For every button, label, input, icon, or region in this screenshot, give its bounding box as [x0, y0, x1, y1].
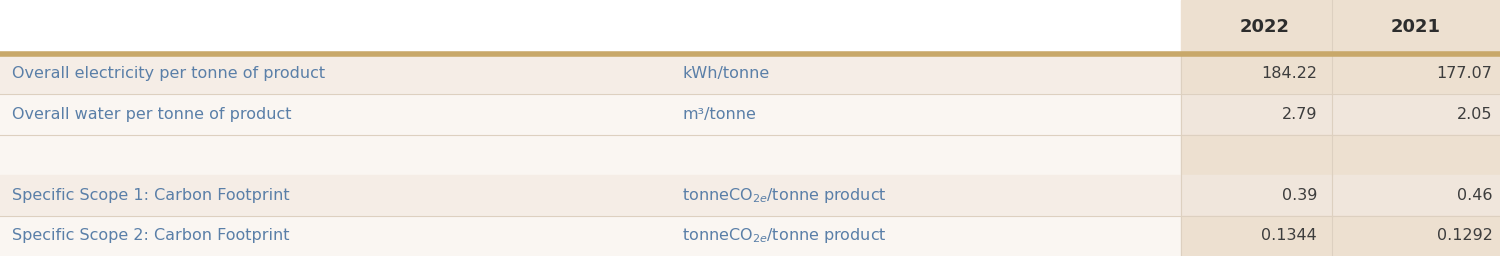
Text: 0.39: 0.39 [1281, 188, 1317, 203]
Text: 0.1344: 0.1344 [1262, 228, 1317, 243]
Text: Specific Scope 2: Carbon Footprint: Specific Scope 2: Carbon Footprint [12, 228, 290, 243]
Text: 2022: 2022 [1239, 18, 1290, 36]
Text: 0.1292: 0.1292 [1437, 228, 1492, 243]
Text: tonneCO$_{2e}$/tonne product: tonneCO$_{2e}$/tonne product [682, 226, 886, 245]
Bar [1180, 0, 1500, 54]
Text: 2.05: 2.05 [1456, 107, 1492, 122]
Text: 2.79: 2.79 [1281, 107, 1317, 122]
Text: 2021: 2021 [1390, 18, 1441, 36]
Bar [1180, 175, 1500, 216]
Bar [0, 175, 1180, 216]
Text: Overall water per tonne of product: Overall water per tonne of product [12, 107, 291, 122]
Bar [1180, 135, 1500, 175]
Text: 0.46: 0.46 [1456, 188, 1492, 203]
Text: tonneCO$_{2e}$/tonne product: tonneCO$_{2e}$/tonne product [682, 186, 886, 205]
Text: Specific Scope 1: Carbon Footprint: Specific Scope 1: Carbon Footprint [12, 188, 290, 203]
Bar [0, 216, 1180, 256]
Bar [0, 0, 1180, 54]
Text: 177.07: 177.07 [1437, 67, 1492, 81]
Bar [0, 94, 1180, 135]
Bar [1180, 216, 1500, 256]
Bar [0, 54, 1180, 94]
Bar [0, 135, 1180, 175]
Text: kWh/tonne: kWh/tonne [682, 67, 770, 81]
Bar [1180, 54, 1500, 94]
Text: 184.22: 184.22 [1262, 67, 1317, 81]
Bar [1180, 94, 1500, 135]
Text: Overall electricity per tonne of product: Overall electricity per tonne of product [12, 67, 326, 81]
Text: m³/tonne: m³/tonne [682, 107, 756, 122]
